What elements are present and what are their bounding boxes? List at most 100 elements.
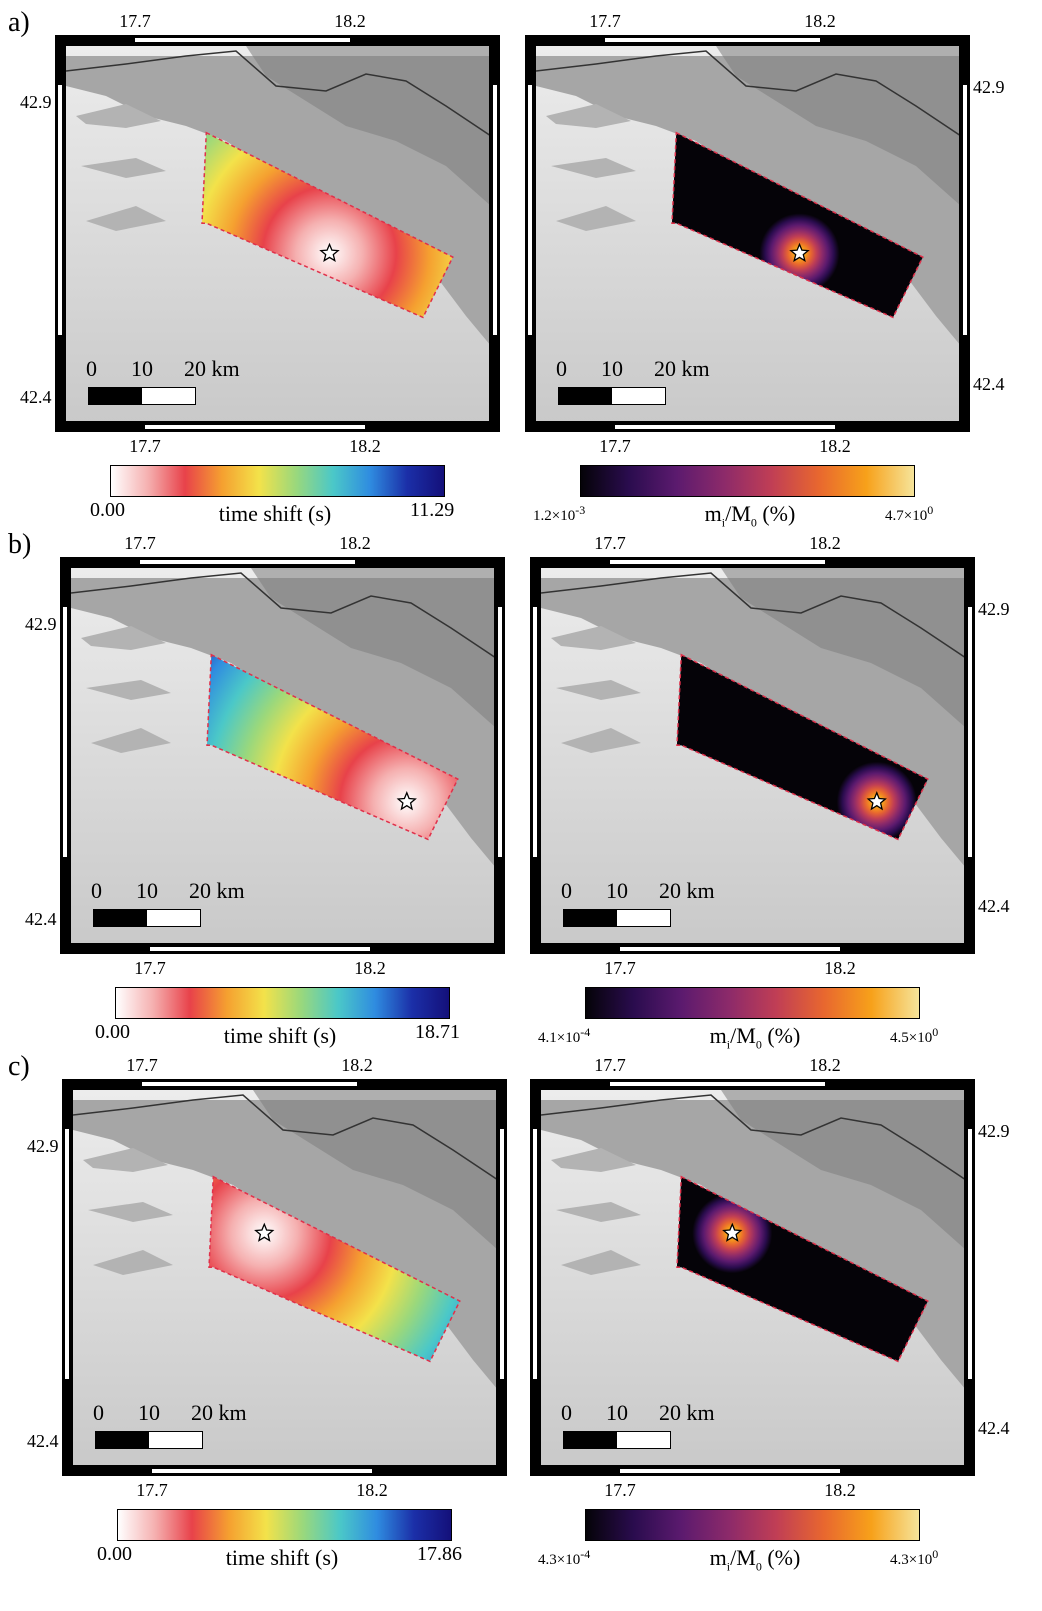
frame-segment xyxy=(140,560,355,564)
colorbar-label: mi/M0 (%) xyxy=(710,1545,801,1574)
bottom-tick-17-7: 17.7 xyxy=(129,436,161,456)
scale-label-10: 10 xyxy=(606,878,628,903)
mountains xyxy=(716,46,959,205)
lat-tick-42-9: 42.9 xyxy=(27,1136,59,1156)
country-border xyxy=(71,572,494,658)
lat-tick-42-4: 42.4 xyxy=(25,909,57,929)
frame-segment xyxy=(610,1082,825,1086)
top-tick-18-2: 18.2 xyxy=(809,533,841,553)
colorbar-max-exponent: 0 xyxy=(932,1547,939,1561)
colorbar-min-mantissa: 4.3×10 xyxy=(538,1552,581,1568)
scale-bar xyxy=(88,387,196,405)
island xyxy=(556,1202,641,1222)
island xyxy=(551,158,636,178)
bottom-tick-17-7: 17.7 xyxy=(599,436,631,456)
hypocenter-star-icon xyxy=(396,790,417,811)
country-border xyxy=(66,50,489,136)
colorbar-min: 4.1×10-4 xyxy=(538,1025,590,1047)
scale-label-20km: 20 km xyxy=(189,878,245,903)
scale-label-10: 10 xyxy=(131,356,153,381)
island xyxy=(556,206,636,231)
colorbar-max-mantissa: 4.3×10 xyxy=(890,1552,933,1568)
lat-tick-42-9: 42.9 xyxy=(978,1121,1010,1141)
map-right: 0 10 20 km xyxy=(540,567,965,944)
scale-bar xyxy=(95,1431,203,1449)
top-tick-17-7: 17.7 xyxy=(589,11,621,31)
frame-segment xyxy=(533,607,537,857)
map-canvas xyxy=(541,568,964,943)
mountains xyxy=(721,568,964,727)
island xyxy=(86,206,166,231)
frame-segment xyxy=(968,1129,972,1379)
colorbar-label-part: /M xyxy=(730,1023,756,1048)
scale-bar-white xyxy=(147,910,200,926)
fault-plane xyxy=(676,1175,929,1363)
scale-label-0: 0 xyxy=(556,356,567,381)
island xyxy=(556,680,641,700)
scale-label-10: 10 xyxy=(606,1400,628,1425)
colorbar-label: time shift (s) xyxy=(223,1023,337,1048)
hypocenter-star-icon xyxy=(319,242,340,262)
map-right: 0 10 20 km xyxy=(535,45,960,422)
scale-label-0: 0 xyxy=(561,1400,572,1425)
colorbar-max: 18.71 xyxy=(415,1021,460,1043)
top-tick-17-7: 17.7 xyxy=(126,1055,158,1075)
colorbar-left xyxy=(115,987,450,1019)
frame-segment xyxy=(528,85,532,335)
bottom-tick-17-7: 17.7 xyxy=(604,958,636,978)
colorbar-max-mantissa: 4.7×10 xyxy=(885,508,928,524)
top-tick-17-7: 17.7 xyxy=(119,11,151,31)
scale-label-10: 10 xyxy=(601,356,623,381)
fault-plane xyxy=(208,1175,461,1363)
mountains xyxy=(246,46,489,205)
fault-plane xyxy=(676,653,929,841)
map-canvas xyxy=(66,46,489,421)
panel-label: a) xyxy=(8,7,30,38)
scale-label-0: 0 xyxy=(561,878,572,903)
colorbar-label: time shift (s) xyxy=(218,501,332,526)
map-canvas xyxy=(541,1090,964,1465)
scale-bar xyxy=(558,387,666,405)
colorbar-min-mantissa: 1.2×10 xyxy=(533,508,576,524)
frame-segment xyxy=(150,947,370,951)
scale-bar-white xyxy=(617,910,670,926)
colorbar-max: 4.3×100 xyxy=(890,1547,938,1569)
colorbar-min: 0.00 xyxy=(97,1543,132,1565)
top-tick-18-2: 18.2 xyxy=(334,11,366,31)
frame-segment xyxy=(963,85,967,335)
frame-segment xyxy=(620,1469,840,1473)
lat-tick-42-4: 42.4 xyxy=(20,387,52,407)
hypocenter-star-icon xyxy=(254,1222,275,1242)
scale-bar-black xyxy=(96,1432,149,1448)
colorbar-label-part: 0 xyxy=(755,1559,762,1574)
frame-segment xyxy=(615,425,835,429)
colorbar-label-part: i xyxy=(726,1559,731,1574)
top-tick-18-2: 18.2 xyxy=(341,1055,373,1075)
scale-bar-white xyxy=(612,388,665,404)
scale-bar-black xyxy=(94,910,147,926)
country-border xyxy=(541,1094,964,1180)
frame-segment xyxy=(605,38,820,42)
island xyxy=(561,728,641,753)
colorbar-min-exponent: -3 xyxy=(575,503,586,517)
colorbar-label-part: (%) xyxy=(761,1545,801,1570)
island xyxy=(561,1250,641,1275)
island xyxy=(76,104,161,128)
lat-tick-42-4: 42.4 xyxy=(978,896,1010,916)
country-border xyxy=(541,572,964,658)
hypocenter-star-icon xyxy=(722,1222,743,1242)
scale-label-0: 0 xyxy=(93,1400,104,1425)
island xyxy=(86,680,171,700)
lat-tick-42-4: 42.4 xyxy=(978,1418,1010,1438)
country-border xyxy=(73,1094,496,1180)
frame-segment xyxy=(498,607,502,857)
colorbar-label-part: i xyxy=(726,1037,731,1052)
colorbar-right xyxy=(585,987,920,1019)
colorbar-label-part: m xyxy=(704,501,722,526)
scale-bar-white xyxy=(149,1432,202,1448)
scale-bar xyxy=(563,1431,671,1449)
scale-label-0: 0 xyxy=(86,356,97,381)
top-tick-18-2: 18.2 xyxy=(339,533,371,553)
island xyxy=(81,626,166,650)
map-right: 0 10 20 km xyxy=(540,1089,965,1466)
